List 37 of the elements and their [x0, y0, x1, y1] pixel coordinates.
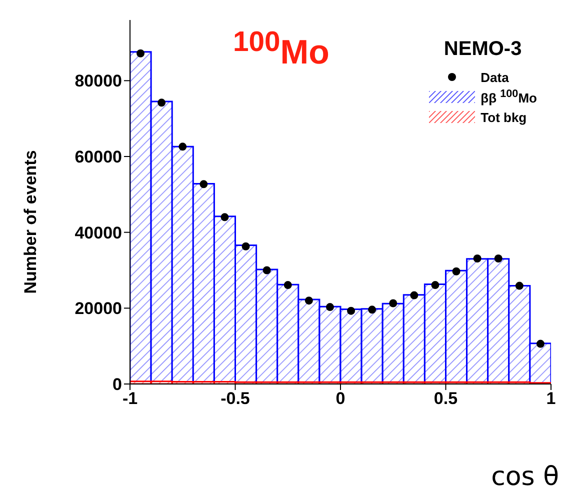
point [389, 299, 398, 308]
y-tick-label: 0 [112, 375, 122, 394]
point [242, 242, 250, 250]
point [452, 267, 460, 276]
x-tick-label: 1 [546, 389, 556, 408]
point [368, 306, 376, 314]
y-tick-label: 40000 [74, 223, 122, 242]
point [536, 340, 544, 348]
legend-label: ββ $^{100}$Mo [480, 88, 537, 106]
y-tick-label: 80000 [74, 72, 122, 91]
x-tick-label: 0 [336, 389, 346, 408]
legend-title: NEMO-3 [442, 38, 523, 61]
y-axis-title: Number of events [21, 150, 41, 294]
point [326, 303, 334, 312]
point [220, 213, 229, 222]
annotation: $^{100}$Mo [233, 26, 330, 72]
point [410, 291, 418, 300]
y-tick-label: 20000 [74, 299, 122, 318]
point [262, 266, 271, 274]
point [515, 282, 524, 290]
x-tick-label: -0.5 [220, 389, 250, 408]
point [158, 98, 166, 107]
x-axis-title: cos θ [491, 462, 559, 492]
x-tick-label: 0.5 [434, 389, 458, 408]
point [178, 142, 187, 151]
x-tick-label: -1 [122, 389, 138, 408]
point [200, 180, 208, 188]
point [304, 296, 313, 305]
legend-label: Data [480, 70, 509, 84]
point [473, 254, 482, 262]
point [431, 281, 440, 290]
point [284, 281, 292, 290]
point [494, 254, 502, 262]
legend-label: Tot bkg [480, 110, 527, 124]
point [136, 49, 145, 58]
y-tick-label: 60000 [74, 148, 122, 167]
point [347, 306, 356, 315]
